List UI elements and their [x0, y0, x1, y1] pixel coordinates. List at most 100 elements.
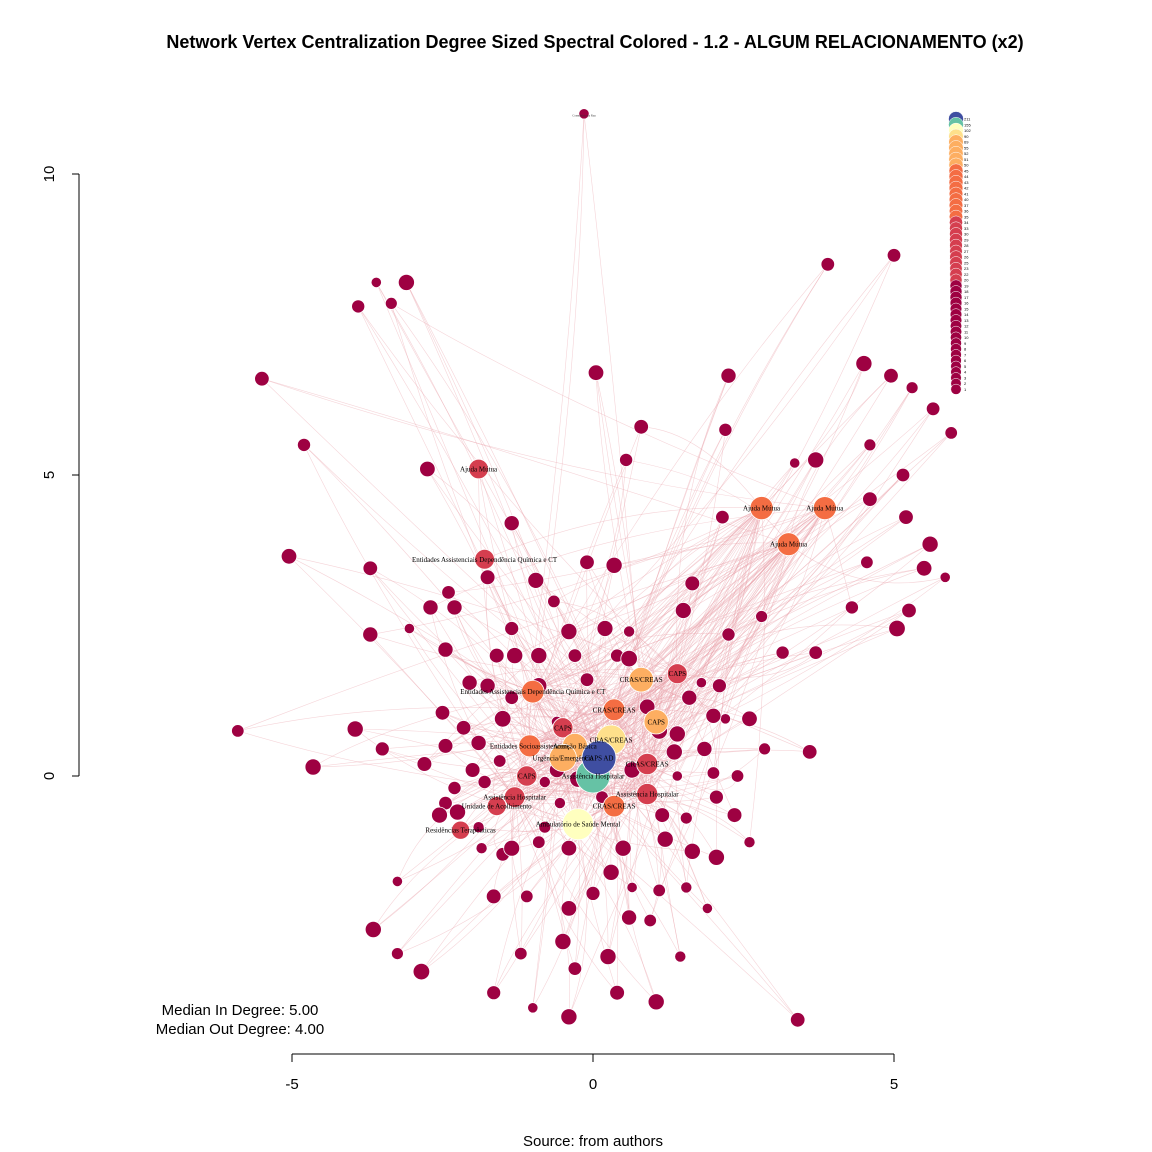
network-edge — [511, 523, 648, 795]
network-edge — [577, 823, 798, 1021]
network-edge — [574, 543, 931, 747]
network-edge — [430, 607, 515, 798]
legend-label: 42 — [964, 186, 969, 191]
network-node — [749, 496, 774, 521]
node-label: CAPS — [518, 773, 536, 781]
network-node — [944, 426, 958, 440]
legend-label: 5 — [964, 364, 967, 369]
network-node — [441, 585, 456, 600]
legend-label: 55 — [964, 145, 969, 150]
network-edge — [514, 769, 633, 805]
legend-label: 25 — [964, 260, 969, 265]
network-edge — [406, 282, 615, 710]
median-in-degree: Median In Degree: 5.00 — [162, 1002, 319, 1019]
network-node — [384, 296, 398, 310]
legend-label: 10 — [964, 335, 969, 340]
network-node — [855, 355, 873, 373]
network-edge — [628, 631, 657, 722]
node-label: Ambulatório de Saúde Mental — [536, 821, 621, 829]
network-edge — [357, 306, 600, 759]
node-label: Ajuda Mútua — [770, 541, 808, 549]
network-edge — [613, 264, 829, 710]
network-node — [446, 599, 463, 616]
network-edge — [514, 796, 657, 1003]
network-node — [437, 738, 454, 754]
network-edge — [463, 723, 576, 747]
network-edge — [562, 426, 642, 758]
network-edge — [538, 685, 648, 765]
network-edge — [613, 709, 708, 909]
network-edge — [526, 775, 576, 969]
network-node — [755, 610, 768, 623]
network-node — [362, 626, 379, 643]
network-node — [679, 811, 693, 825]
network-node — [362, 560, 379, 577]
network-edge — [562, 444, 871, 729]
legend-label: 16 — [964, 301, 969, 306]
network-edge — [610, 679, 642, 873]
network-edge — [526, 375, 892, 777]
legend-label: 28 — [964, 243, 969, 248]
network-edge — [261, 378, 825, 509]
network-edge — [421, 775, 594, 972]
legend-label: 30 — [964, 232, 969, 237]
network-node — [494, 710, 512, 728]
network-node — [530, 647, 548, 665]
network-edge — [562, 507, 762, 759]
network-node — [808, 645, 823, 660]
network-edge — [532, 757, 564, 1008]
network-node — [807, 451, 825, 469]
legend-label: 34 — [964, 220, 969, 225]
network-edge — [610, 739, 717, 858]
legend-label: 8 — [964, 347, 967, 352]
network-edge — [454, 607, 579, 825]
network-edge — [538, 685, 657, 723]
network-edge — [376, 282, 615, 807]
network-edge — [677, 507, 826, 777]
network-edge — [493, 805, 615, 993]
network-node — [364, 921, 382, 939]
degree-legend: 2111551029069555251504544434241403736353… — [948, 111, 971, 395]
legend-label: 26 — [964, 255, 969, 260]
network-node — [488, 647, 505, 664]
network-node — [486, 985, 502, 1001]
network-edge — [562, 652, 816, 729]
network-node — [709, 789, 724, 805]
network-edge — [614, 801, 750, 843]
network-node — [485, 888, 502, 905]
network-node — [621, 909, 638, 926]
network-edge — [641, 459, 816, 680]
node-label: Assistência Hospitalar — [562, 773, 625, 781]
network-edge — [613, 583, 693, 710]
legend-label: 22 — [964, 272, 969, 277]
network-edge — [661, 507, 762, 816]
network-edge — [391, 303, 825, 509]
network-node — [789, 457, 801, 469]
network-node — [741, 710, 758, 728]
legend-label: 27 — [964, 249, 969, 254]
node-label: Entidades Socioassistenciais — [490, 742, 570, 750]
network-node — [412, 962, 431, 981]
network-node — [683, 842, 701, 860]
network-edge — [514, 748, 765, 798]
network-edge — [610, 432, 952, 741]
network-node — [562, 808, 595, 841]
network-node — [503, 839, 521, 857]
network-node — [231, 724, 245, 738]
legend-label: 18 — [964, 289, 969, 294]
node-label: CAPS — [554, 724, 572, 732]
network-node — [468, 458, 489, 480]
network-node — [477, 775, 492, 790]
network-node — [886, 248, 902, 263]
network-node — [602, 698, 626, 722]
legend-label: 17 — [964, 295, 969, 300]
network-node — [712, 678, 727, 694]
network-node — [581, 740, 617, 776]
legend-label: 13 — [964, 318, 969, 323]
network-node — [668, 725, 686, 743]
network-edge — [701, 543, 789, 683]
network-node — [579, 554, 595, 571]
network-edge — [514, 796, 666, 840]
network-node — [567, 961, 583, 976]
network-edge — [641, 568, 925, 680]
